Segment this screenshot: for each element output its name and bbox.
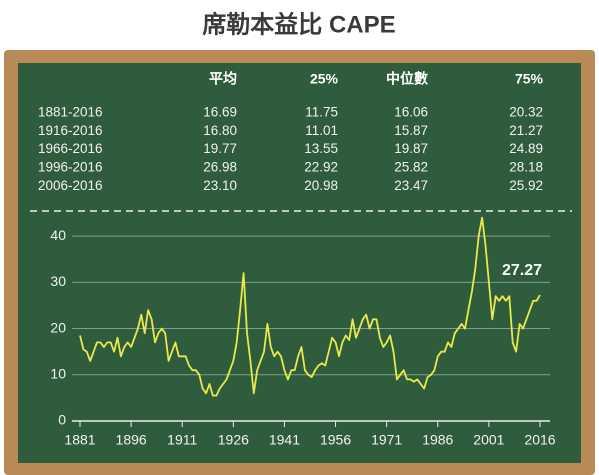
x-tick-label: 1986 [422,432,453,448]
end-value-label: 27.27 [502,262,542,279]
x-tick-label: 1971 [371,432,402,448]
table-cell: 26.98 [203,159,237,174]
x-tick-label: 1911 [167,432,197,448]
table-cell: 15.87 [394,123,428,138]
table-cell: 16.06 [394,105,428,120]
table-cell: 23.10 [203,178,237,193]
row-label: 1916-2016 [38,123,103,138]
y-tick-label: 20 [50,319,66,335]
table-header: 平均 [209,71,237,87]
x-tick-label: 1926 [218,432,249,448]
row-label: 2006-2016 [38,178,103,193]
table-cell: 24.89 [509,141,543,156]
table-header: 中位數 [386,71,428,87]
table-cell: 23.47 [394,178,428,193]
x-tick-label: 1956 [320,432,351,448]
table-cell: 16.69 [203,105,237,120]
table-cell: 25.82 [394,159,428,174]
table-cell: 28.18 [509,159,543,174]
cape-line [79,216,541,397]
table-cell: 20.98 [304,178,338,193]
x-tick-label: 1941 [269,432,300,448]
row-label: 1966-2016 [38,141,103,156]
y-tick-label: 30 [50,273,66,289]
table-cell: 20.32 [509,105,543,120]
row-label: 1996-2016 [38,159,103,174]
table-cell: 11.75 [305,105,338,120]
table-cell: 22.92 [304,159,338,174]
y-tick-label: 10 [50,365,66,381]
row-label: 1881-2016 [38,105,103,120]
x-tick-label: 2016 [524,432,555,448]
table-cell: 11.01 [305,123,338,138]
x-tick-label: 2001 [473,432,504,448]
y-tick-label: 40 [50,227,66,243]
y-tick-label: 0 [58,412,66,428]
x-tick-label: 1896 [116,432,147,448]
table-header: 25% [310,71,339,87]
table-cell: 19.87 [394,141,428,156]
table-header: 75% [515,71,544,87]
table-cell: 19.77 [203,141,237,156]
table-cell: 21.27 [509,123,543,138]
chart-title: 席勒本益比 CAPE [202,10,395,38]
table-cell: 13.55 [304,141,338,156]
table-cell: 16.80 [203,123,237,138]
table-cell: 25.92 [509,178,543,193]
x-tick-label: 1881 [64,432,95,448]
